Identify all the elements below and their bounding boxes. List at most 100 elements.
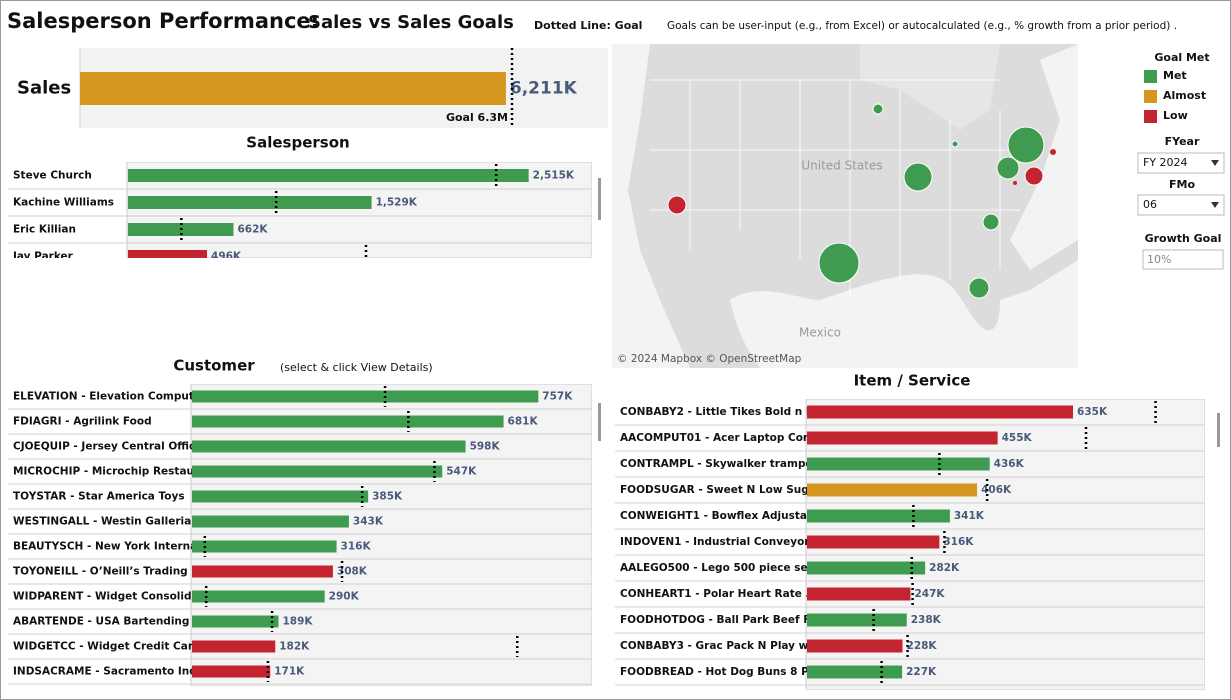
category-label: Sales bbox=[17, 78, 71, 99]
bar bbox=[192, 490, 369, 503]
label-column bbox=[8, 162, 127, 258]
bar-table: CONBABY2 - Little Tikes Bold n Br.. 635K A… bbox=[615, 399, 1205, 690]
category-label: AACOMPUT01 - Acer Laptop Comp.. bbox=[620, 432, 829, 444]
filter-label: Growth Goal bbox=[1145, 232, 1222, 245]
fyear-value[interactable]: FY 2024 bbox=[1143, 156, 1188, 169]
map[interactable]: United States Mexico © 2024 Mapbox © Ope… bbox=[612, 44, 1078, 368]
bar bbox=[807, 405, 1074, 419]
bar bbox=[192, 640, 276, 653]
category-label: Steve Church bbox=[13, 170, 92, 182]
map-bubble[interactable] bbox=[903, 162, 933, 192]
scrollbar[interactable] bbox=[598, 178, 601, 220]
legend-label: Almost bbox=[1163, 89, 1206, 102]
category-label: WESTINGALL - Westin Galleria H.. bbox=[13, 516, 212, 528]
bar bbox=[807, 431, 998, 445]
dropdown-arrow[interactable] bbox=[1211, 160, 1219, 166]
map-bubble[interactable] bbox=[982, 213, 1000, 231]
category-label: BEAUTYSCH - New York Internat.. bbox=[13, 541, 210, 553]
bar bbox=[807, 587, 911, 601]
filter-label: FYear bbox=[1165, 135, 1200, 148]
value-label: 385K bbox=[372, 491, 403, 503]
fmo-dropdown[interactable] bbox=[1137, 194, 1225, 216]
category-label: FOODSUGAR - Sweet N Low Sugar.. bbox=[620, 484, 828, 496]
map-bubble[interactable] bbox=[1024, 166, 1044, 186]
bar bbox=[807, 535, 940, 549]
title: Salesperson Performance: bbox=[7, 9, 319, 33]
bar bbox=[128, 169, 529, 182]
fyear-dropdown[interactable] bbox=[1137, 152, 1225, 174]
map-canada bbox=[860, 44, 1000, 130]
map-bubble[interactable] bbox=[1013, 181, 1017, 185]
bar-table: ELEVATION - Elevation Compute.. 757K FDIAG… bbox=[8, 384, 592, 686]
map-bubble[interactable] bbox=[872, 103, 884, 115]
value-label: 496K bbox=[211, 251, 242, 263]
category-label: CONHEART1 - Polar Heart Rate .. bbox=[620, 588, 813, 600]
bar bbox=[192, 390, 539, 403]
chart-title: Item / Service bbox=[854, 372, 971, 390]
info-note: Goals can be user-input (e.g., from Exce… bbox=[667, 20, 1177, 32]
value-label: 171K bbox=[274, 666, 305, 678]
category-label: WIDPARENT - Widget Consolida.. bbox=[13, 591, 207, 603]
legend-title: Goal Met bbox=[1154, 51, 1209, 64]
bar bbox=[192, 540, 337, 553]
bar bbox=[192, 440, 466, 453]
value-label: 227K bbox=[906, 666, 937, 678]
value-label: 406K bbox=[981, 484, 1012, 496]
dropdown-arrow[interactable] bbox=[1211, 202, 1219, 208]
bar bbox=[128, 196, 372, 209]
scrollbar[interactable] bbox=[1217, 413, 1220, 447]
legend-swatch bbox=[1144, 110, 1157, 123]
legend: Met Almost Low bbox=[1144, 69, 1206, 123]
bar bbox=[807, 457, 990, 471]
value-label: 662K bbox=[237, 224, 268, 236]
category-label: INDSACRAME - Sacramento Indu.. bbox=[13, 666, 212, 678]
fmo-value[interactable]: 06 bbox=[1143, 198, 1157, 211]
map-bubble[interactable] bbox=[1050, 149, 1056, 155]
scrollbar[interactable] bbox=[598, 403, 601, 441]
map-bubble[interactable] bbox=[667, 195, 687, 215]
map-atlantic bbox=[1010, 44, 1078, 270]
bar bbox=[192, 465, 443, 478]
map-borders bbox=[650, 79, 1040, 300]
bar bbox=[80, 72, 506, 105]
bar bbox=[192, 415, 504, 428]
value-label: 1,529K bbox=[376, 197, 418, 209]
map-bubble[interactable] bbox=[1007, 126, 1045, 164]
value-label: 2,515K bbox=[533, 170, 575, 182]
growth-input[interactable] bbox=[1142, 249, 1224, 270]
value-label: 598K bbox=[470, 441, 501, 453]
label-column bbox=[615, 399, 806, 690]
chart-title: Salesperson bbox=[246, 134, 349, 152]
map-mexico-label: Mexico bbox=[799, 326, 841, 340]
legend-swatch bbox=[1144, 70, 1157, 83]
bar bbox=[807, 639, 903, 653]
goal-label: Goal 6.3M bbox=[446, 111, 508, 124]
value-label: 455K bbox=[1002, 432, 1033, 444]
bar bbox=[192, 515, 349, 528]
map-bubble[interactable] bbox=[818, 242, 860, 284]
value-label: 6,211K bbox=[510, 79, 578, 99]
value-label: 189K bbox=[282, 616, 313, 628]
bar-table: Steve Church 2,515K Kachine Williams 1,529K… bbox=[8, 162, 592, 263]
subtitle: Sales vs Sales Goals bbox=[308, 12, 514, 33]
growth-value[interactable]: 10% bbox=[1147, 253, 1171, 266]
filter-label: FMo bbox=[1169, 178, 1195, 191]
value-label: 238K bbox=[911, 614, 942, 626]
bar bbox=[192, 665, 271, 678]
goal-note: Dotted Line: Goal bbox=[534, 19, 642, 32]
value-label: 547K bbox=[446, 466, 477, 478]
map-bubble[interactable] bbox=[951, 140, 959, 148]
legend-label: Low bbox=[1163, 109, 1188, 122]
category-label: FDIAGRI - Agrilink Food bbox=[13, 416, 152, 428]
value-label: 247K bbox=[914, 588, 945, 600]
category-label: CJOEQUIP - Jersey Central Offic.. bbox=[13, 441, 203, 453]
legend-swatch bbox=[1144, 90, 1157, 103]
value-label: 316K bbox=[943, 536, 974, 548]
map-bubble[interactable] bbox=[968, 277, 990, 299]
map-country-label: United States bbox=[801, 159, 882, 173]
map-bubble[interactable] bbox=[996, 156, 1020, 180]
category-label: AALEGO500 - Lego 500 piece set bbox=[620, 562, 813, 574]
category-label: Kachine Williams bbox=[13, 197, 114, 209]
chart-subtitle: (select & click View Details) bbox=[280, 361, 433, 374]
